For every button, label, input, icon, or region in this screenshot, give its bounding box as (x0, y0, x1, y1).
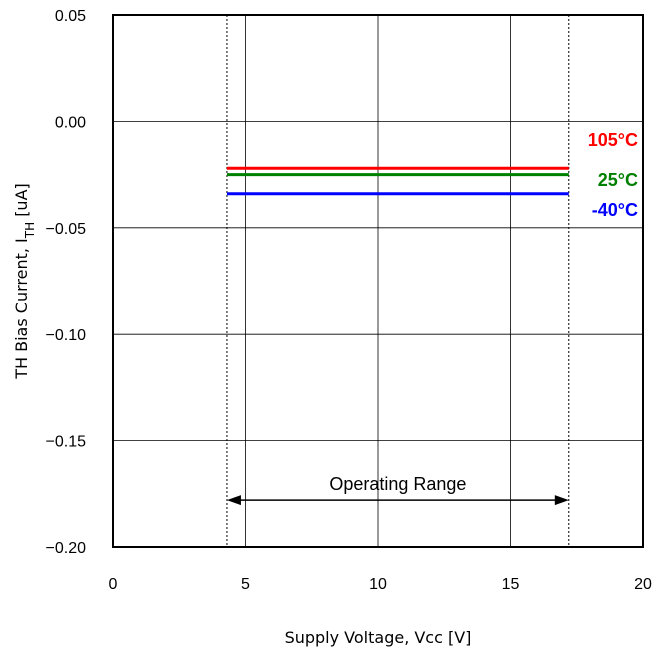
arrow-head-left (226, 495, 241, 506)
series-labels: 105°C 25°C -40°C (588, 130, 638, 220)
series-label: 105°C (588, 130, 638, 150)
operating-range-label: Operating Range (329, 474, 466, 494)
y-axis-label-main: TH Bias Current, I (12, 238, 31, 380)
series-label: 25°C (598, 170, 638, 190)
operating-range-markers (226, 15, 570, 547)
x-tick-label: 10 (369, 576, 387, 593)
series-label: -40°C (592, 200, 638, 220)
arrow-head-right (554, 495, 569, 506)
plot-frame (112, 14, 644, 548)
series-lines (226, 166, 569, 196)
x-tick-label: 0 (109, 576, 118, 593)
grid (112, 14, 644, 548)
y-tick-label: 0.00 (55, 114, 86, 131)
x-tick-label: 5 (241, 576, 250, 593)
x-tick-label: 15 (502, 576, 520, 593)
y-tick-label: −0.20 (46, 540, 87, 557)
y-tick-label: 0.05 (55, 8, 86, 25)
y-axis-label: TH Bias Current, ITH [uA] (12, 183, 37, 380)
y-tick-label: −0.10 (46, 327, 87, 344)
y-tick-label: −0.15 (46, 434, 87, 451)
y-axis-label-unit: [uA] (12, 183, 31, 222)
y-axis-label-subscript: TH (23, 222, 37, 239)
y-tick-label: −0.05 (46, 221, 87, 238)
x-tick-label: 20 (634, 576, 652, 593)
x-tick-labels: 0 5 10 15 20 (109, 576, 652, 593)
y-tick-labels: 0.05 0.00 −0.05 −0.10 −0.15 −0.20 (46, 8, 87, 557)
x-axis-label: Supply Voltage, Vcc [V] (285, 628, 472, 647)
